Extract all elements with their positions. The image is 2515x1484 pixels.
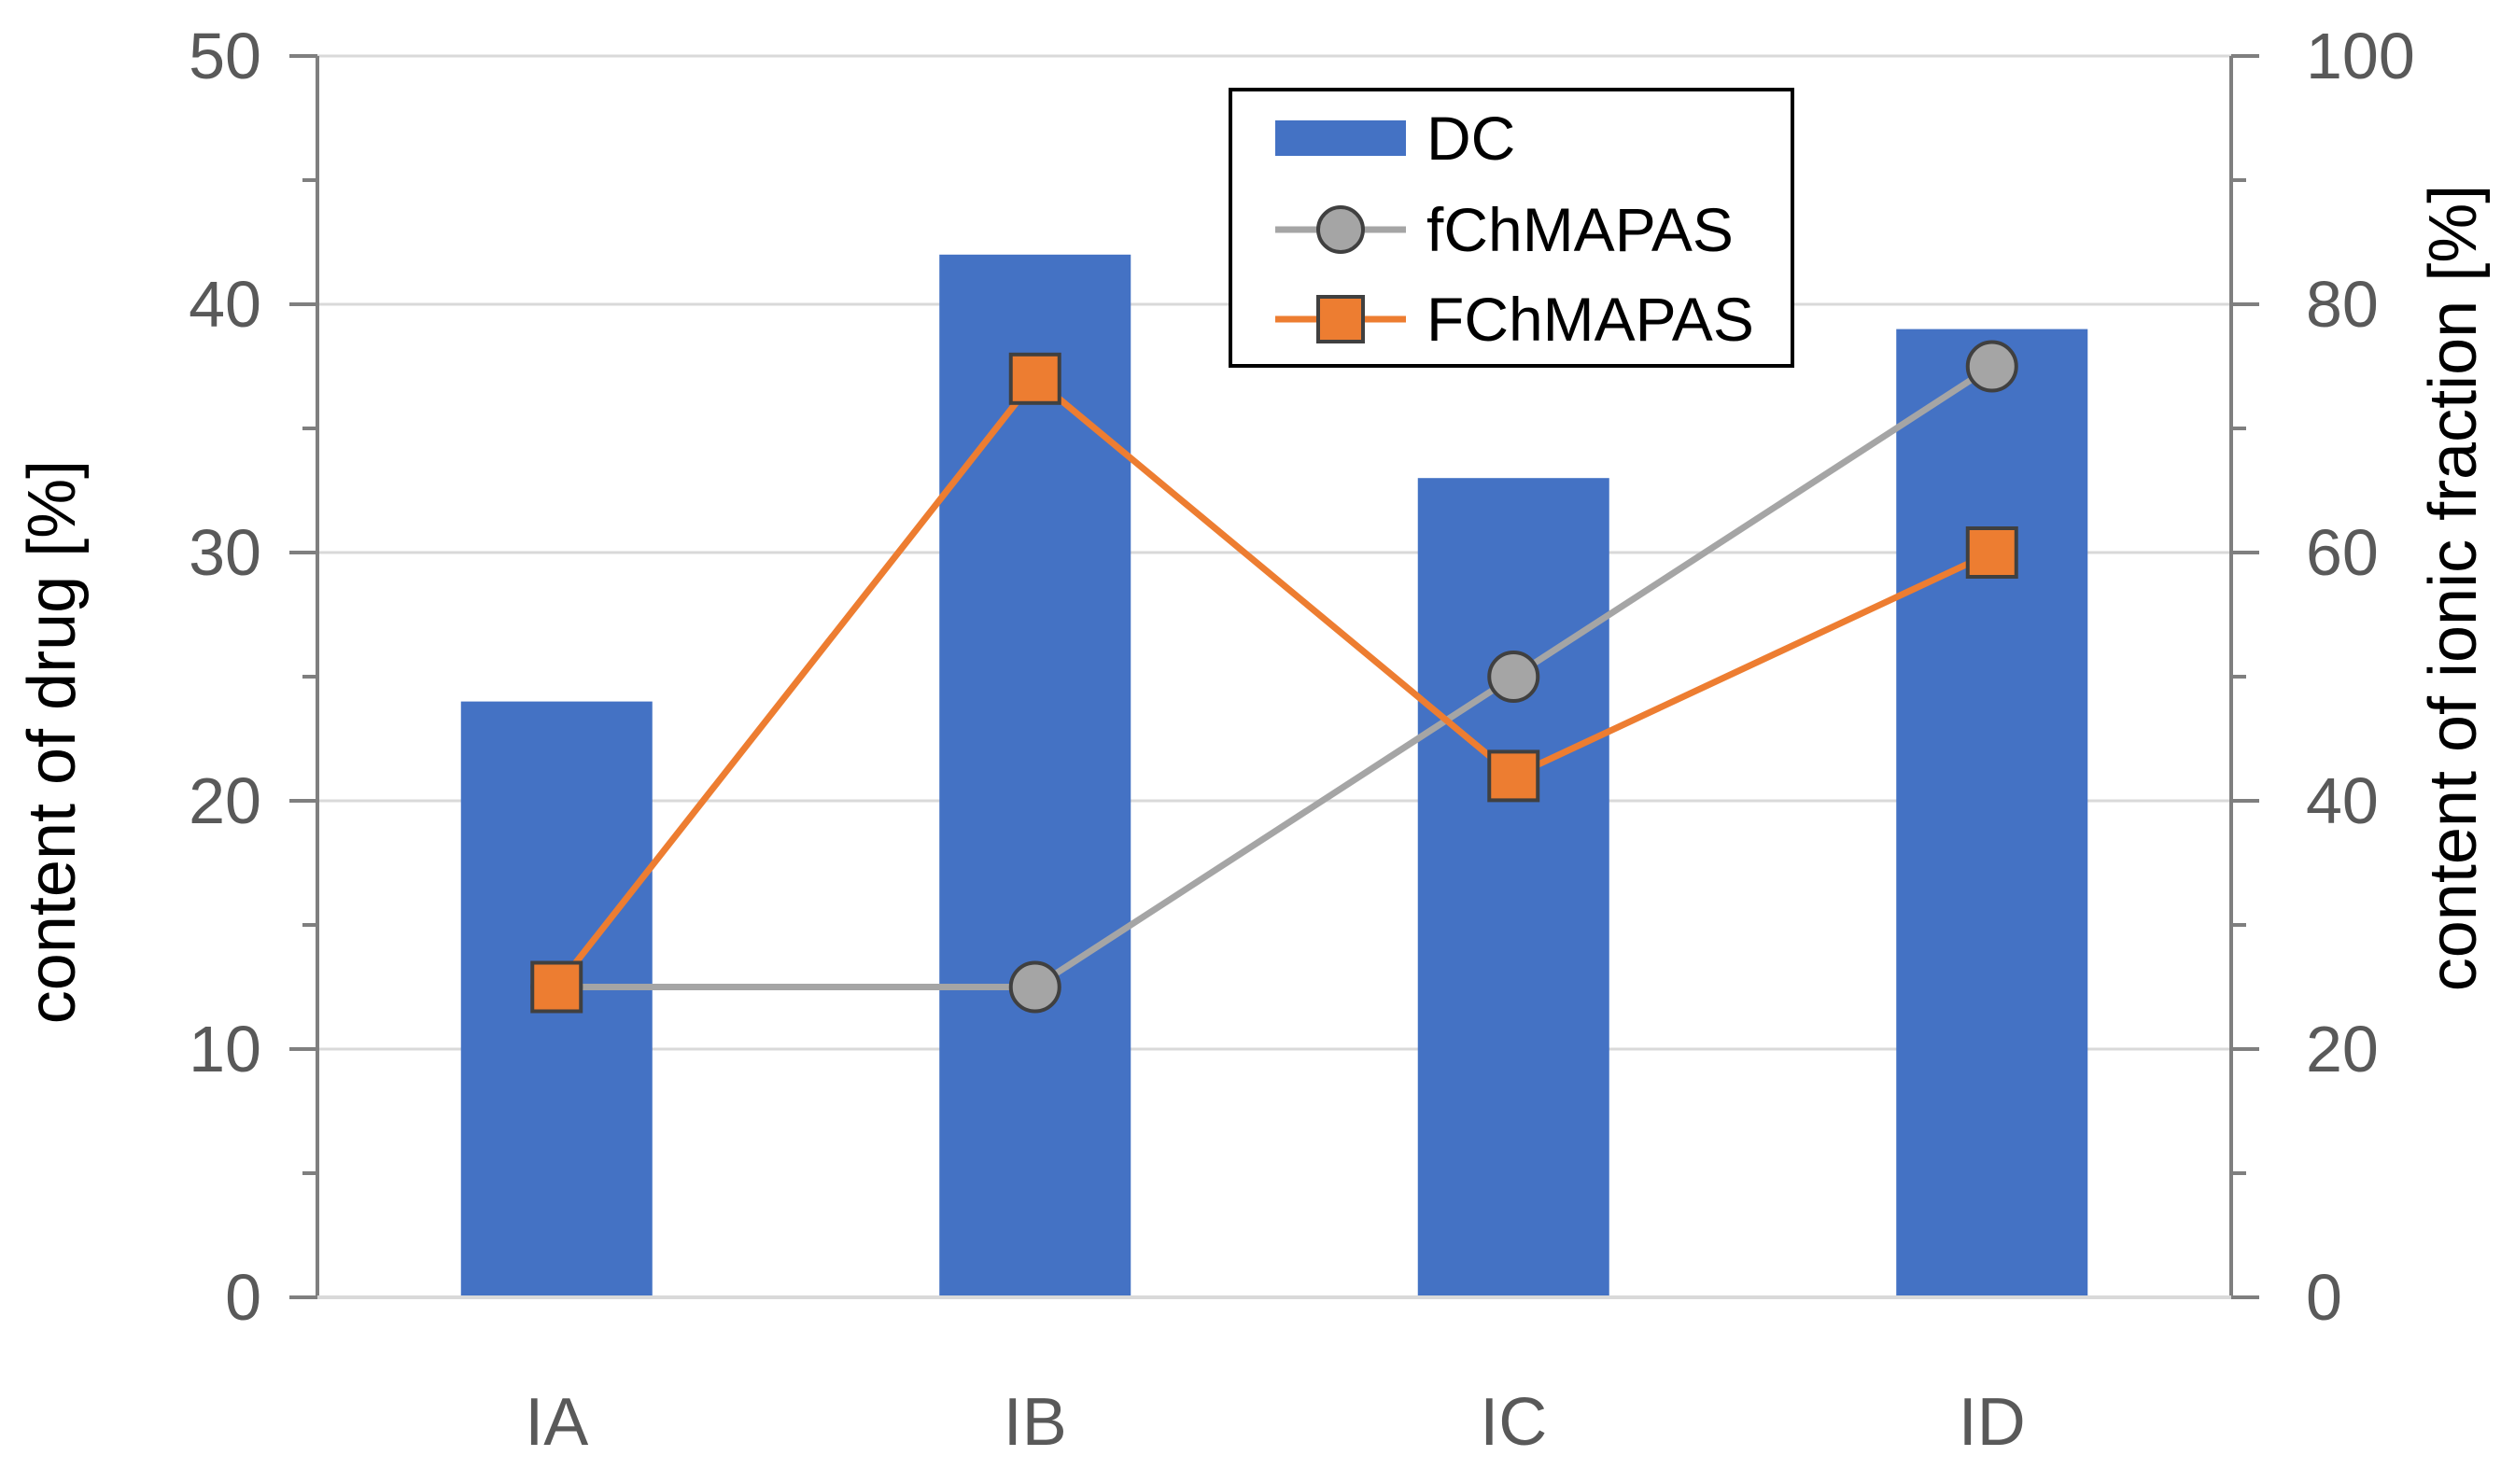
bar-ID: [1896, 329, 2088, 1298]
legend-label-fchmapas: fChMAPAS: [1426, 195, 1734, 264]
point-fchmapas-IC: [1487, 651, 1540, 703]
y-axis-title-left: content of drug [%]: [15, 460, 90, 1024]
right-tick-label: 0: [2306, 1261, 2342, 1334]
bar-IC: [1417, 478, 1609, 1297]
point-fchmapas-IA: [530, 960, 583, 1014]
legend-swatch-dc: [1275, 120, 1406, 156]
y-axis-title-right: content of ionic fraction [%]: [2416, 185, 2491, 991]
right-axis-ticks: 0 20 40 60 80 100: [2231, 20, 2415, 1334]
right-tick-label: 80: [2306, 268, 2379, 341]
left-axis-ticks: 0 10 20 30 40 50: [189, 20, 317, 1334]
legend-label-dc: DC: [1426, 104, 1515, 173]
legend-marker-fchmapas: [1316, 295, 1365, 343]
point-fchmapas-IB: [1008, 960, 1061, 1014]
left-tick-label: 30: [189, 516, 261, 589]
legend-marker-fchmapas: [1316, 205, 1365, 254]
x-category-label: IB: [1004, 1385, 1067, 1460]
left-tick-label: 10: [189, 1013, 261, 1085]
legend-label-fchmapas: FChMAPAS: [1426, 285, 1754, 354]
right-tick-label: 60: [2306, 516, 2379, 589]
category-labels: IA IB IC ID: [525, 1385, 2026, 1460]
left-tick-label: 20: [189, 764, 261, 837]
point-fchmapas-ID: [1965, 340, 2018, 393]
x-category-label: IA: [525, 1385, 588, 1460]
right-tick-label: 40: [2306, 764, 2379, 837]
x-category-label: ID: [1959, 1385, 2026, 1460]
right-tick-label: 100: [2306, 20, 2415, 92]
right-tick-label: 20: [2306, 1013, 2379, 1085]
bar-IB: [939, 254, 1131, 1297]
left-tick-label: 50: [189, 20, 261, 92]
left-tick-label: 0: [225, 1261, 261, 1334]
point-fchmapas-IB: [1008, 352, 1061, 405]
line-series-fchmapas: [530, 340, 2018, 1014]
line-series: [530, 340, 2018, 1014]
bar-series-dc: [460, 254, 2088, 1298]
series-line: [554, 375, 1994, 989]
left-tick-label: 40: [189, 268, 261, 341]
line-series-fchmapas: [530, 352, 2018, 1014]
point-fchmapas-ID: [1965, 526, 2018, 579]
x-category-label: IC: [1480, 1385, 1547, 1460]
legend: DC fChMAPAS FChMAPAS: [1229, 88, 1794, 368]
series-line: [556, 363, 1994, 990]
point-fchmapas-IC: [1487, 749, 1540, 803]
